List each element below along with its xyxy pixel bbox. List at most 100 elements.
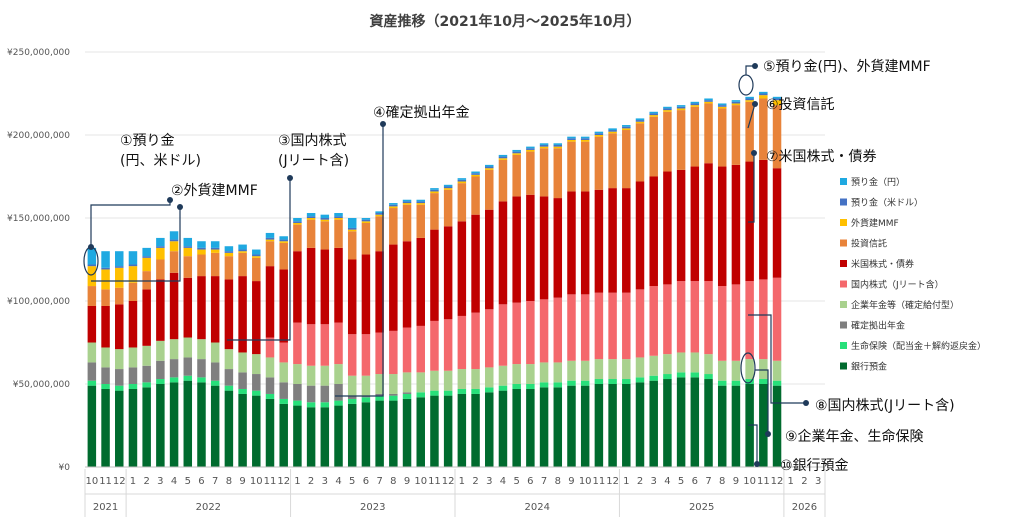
bar-segment [142, 387, 151, 467]
bar-segment [361, 397, 371, 403]
bar-segment [183, 337, 193, 358]
callout-label: ④確定拠出年金 [373, 105, 470, 121]
bar-segment [265, 241, 275, 267]
bar-segment [115, 251, 124, 267]
bar-segment [608, 133, 617, 189]
bar-segment [320, 402, 330, 408]
x-tick-label: 10 [85, 476, 98, 487]
legend-label: 国内株式（Jリート含） [851, 279, 944, 291]
callout-label: ⑥投資信託 [766, 97, 835, 113]
x-tick-label: 3 [322, 476, 328, 487]
year-label: 2024 [524, 502, 549, 513]
bar-segment [238, 388, 247, 394]
x-tick-label: 11 [428, 476, 441, 487]
bar-segment [142, 365, 151, 383]
bar-segment [704, 379, 713, 467]
x-tick-label: 1 [459, 476, 465, 487]
bar-segment [224, 251, 234, 253]
bar-segment [238, 244, 247, 250]
bar-segment [87, 286, 97, 306]
bar-segment [567, 294, 576, 361]
bar-segment [306, 407, 316, 467]
bar-segment [430, 229, 439, 321]
bar-segment [375, 251, 384, 333]
callout-label: ⑧国内株式(Jリート含) [815, 398, 955, 414]
bar-segment [210, 241, 220, 248]
x-tick-label: 1 [130, 476, 136, 487]
x-tick-label: 12 [606, 476, 619, 487]
year-label: 2023 [360, 502, 385, 513]
bar-segment [142, 247, 151, 257]
bar-segment [704, 98, 713, 101]
bar-segment [320, 385, 330, 403]
bar-segment [580, 360, 590, 381]
bar-segment [361, 254, 371, 335]
bar-segment [169, 231, 179, 240]
bar-segment [759, 95, 768, 99]
bar-segment [594, 359, 604, 380]
x-tick-label: 7 [541, 476, 547, 487]
bar-segment [128, 347, 138, 368]
bar-segment [594, 131, 604, 134]
bar-segment [512, 302, 521, 365]
bar-segment [539, 148, 549, 197]
x-tick-label: 8 [390, 476, 396, 487]
bar-segment [306, 213, 316, 217]
x-tick-label: 2 [472, 476, 478, 487]
bar-segment [608, 359, 617, 380]
bar-segment [115, 267, 124, 288]
bar-segment [539, 143, 549, 145]
y-tick-label: ¥250,000,000 [7, 48, 70, 58]
bar-segment [210, 385, 220, 467]
callout-dot [287, 175, 293, 181]
bar-segment [224, 252, 234, 257]
bar-segment [663, 379, 672, 467]
bar-segment [224, 390, 234, 467]
bar-segment [731, 380, 741, 386]
x-tick-label: 9 [404, 476, 410, 487]
bar-segment [156, 259, 165, 280]
bar-segment [101, 267, 110, 270]
callout-dot [803, 400, 809, 406]
x-tick-label: 4 [171, 476, 177, 487]
y-tick-label: ¥50,000,000 [13, 380, 71, 390]
bar-segment [389, 330, 398, 375]
bar-segment [512, 196, 521, 303]
bar-segment [553, 362, 563, 383]
bar-segment [580, 294, 590, 361]
bar-segment [704, 101, 713, 104]
bar-segment [704, 354, 713, 375]
x-tick-label: 3 [815, 476, 821, 487]
callout-ring [740, 352, 756, 384]
bar-segment [498, 385, 508, 391]
bar-segment [580, 136, 590, 139]
x-tick-label: 9 [733, 476, 739, 487]
bar-segment [649, 113, 658, 116]
bar-segment [306, 402, 316, 408]
bar-segment [156, 379, 165, 384]
y-tick-label: ¥100,000,000 [7, 297, 70, 307]
bar-segment [320, 324, 330, 366]
bar-segment [512, 149, 521, 152]
bar-segment [663, 111, 672, 172]
bar-segment [347, 229, 357, 232]
legend-label: 投資信託 [851, 238, 887, 250]
x-tick-label: 2 [308, 476, 314, 487]
bar-segment [443, 370, 453, 391]
bar-segment [279, 236, 288, 240]
bar-segment [471, 312, 480, 370]
bar-segment [717, 108, 727, 167]
callout-dot [177, 204, 183, 210]
bar-segment [101, 251, 110, 268]
bar-segment [759, 91, 768, 94]
bar-segment [676, 377, 686, 467]
bar-segment [238, 393, 247, 467]
bar-segment [87, 264, 97, 267]
x-tick-label: 5 [678, 476, 684, 487]
bar-segment [210, 342, 220, 363]
bar-segment [252, 257, 261, 282]
bar-segment [498, 159, 508, 202]
bar-segment [416, 397, 425, 467]
bar-segment [183, 246, 193, 248]
bar-segment [498, 304, 508, 366]
